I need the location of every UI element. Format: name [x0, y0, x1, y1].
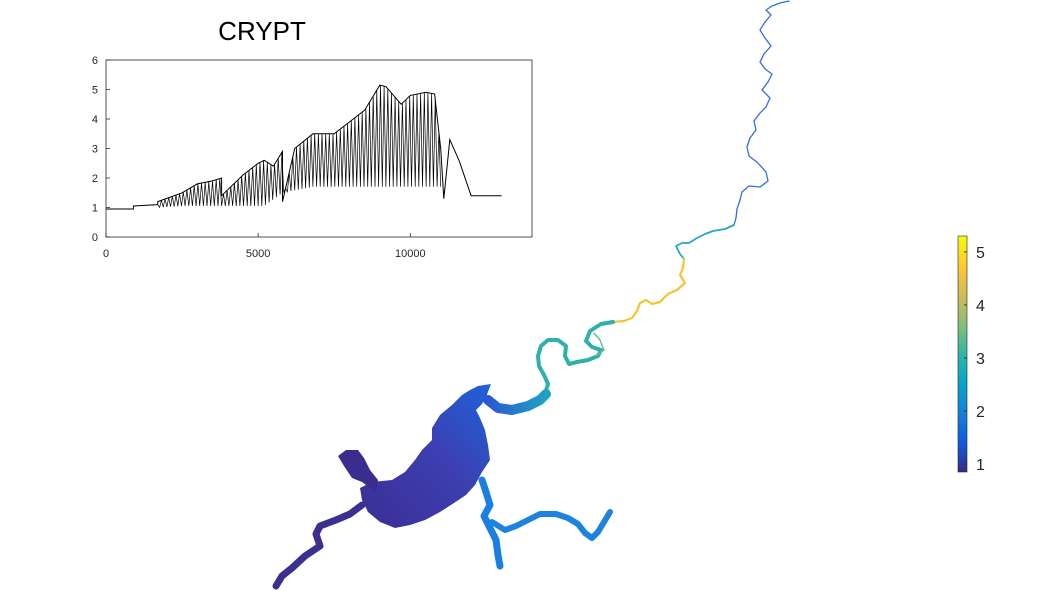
y-tick-label: 2 — [92, 173, 98, 185]
colorbar-tick-label: 2 — [976, 404, 985, 421]
y-tick-label: 1 — [92, 203, 98, 215]
x-axis: 0 5000 10000 — [103, 233, 426, 260]
y-tick-label: 3 — [92, 144, 98, 156]
east-branch — [489, 509, 613, 541]
x-tick-label: 5000 — [246, 248, 270, 260]
river-map — [272, 0, 790, 590]
chart-title: CRYPT — [218, 16, 306, 46]
series-line-value — [106, 84, 502, 210]
inset-chart: CRYPT 0 5000 10000 0 1 2 3 4 5 6 — [92, 16, 533, 260]
series-layer — [106, 84, 502, 210]
meander-bends — [536, 320, 615, 396]
estuary-neck — [483, 389, 551, 415]
colorbar-gradient — [957, 235, 968, 473]
yellow-reach — [611, 257, 687, 324]
colorbar: 1 2 3 4 5 — [957, 235, 985, 474]
upper-channel — [733, 0, 790, 226]
y-tick-label: 4 — [92, 114, 98, 126]
y-tick-label: 5 — [92, 85, 98, 97]
y-tick-label: 6 — [92, 55, 98, 67]
y-tick-label: 0 — [92, 232, 98, 244]
y-axis: 0 1 2 3 4 5 6 — [92, 55, 110, 244]
mid-channel — [675, 224, 735, 260]
colorbar-tick-label: 4 — [976, 298, 985, 315]
colorbar-tick-label: 1 — [976, 457, 985, 474]
main-basin — [360, 384, 491, 528]
x-tick-label: 0 — [103, 248, 109, 260]
south-branch — [478, 476, 504, 570]
meander-side-loop — [593, 332, 605, 356]
colorbar-ticks: 1 2 3 4 5 — [964, 245, 985, 474]
colorbar-tick-label: 3 — [976, 351, 985, 368]
southwest-outlet — [272, 501, 366, 590]
x-tick-label: 10000 — [395, 248, 426, 260]
west-lobe — [338, 450, 378, 492]
colorbar-tick-label: 5 — [976, 245, 985, 262]
series-oscillation — [157, 85, 442, 209]
